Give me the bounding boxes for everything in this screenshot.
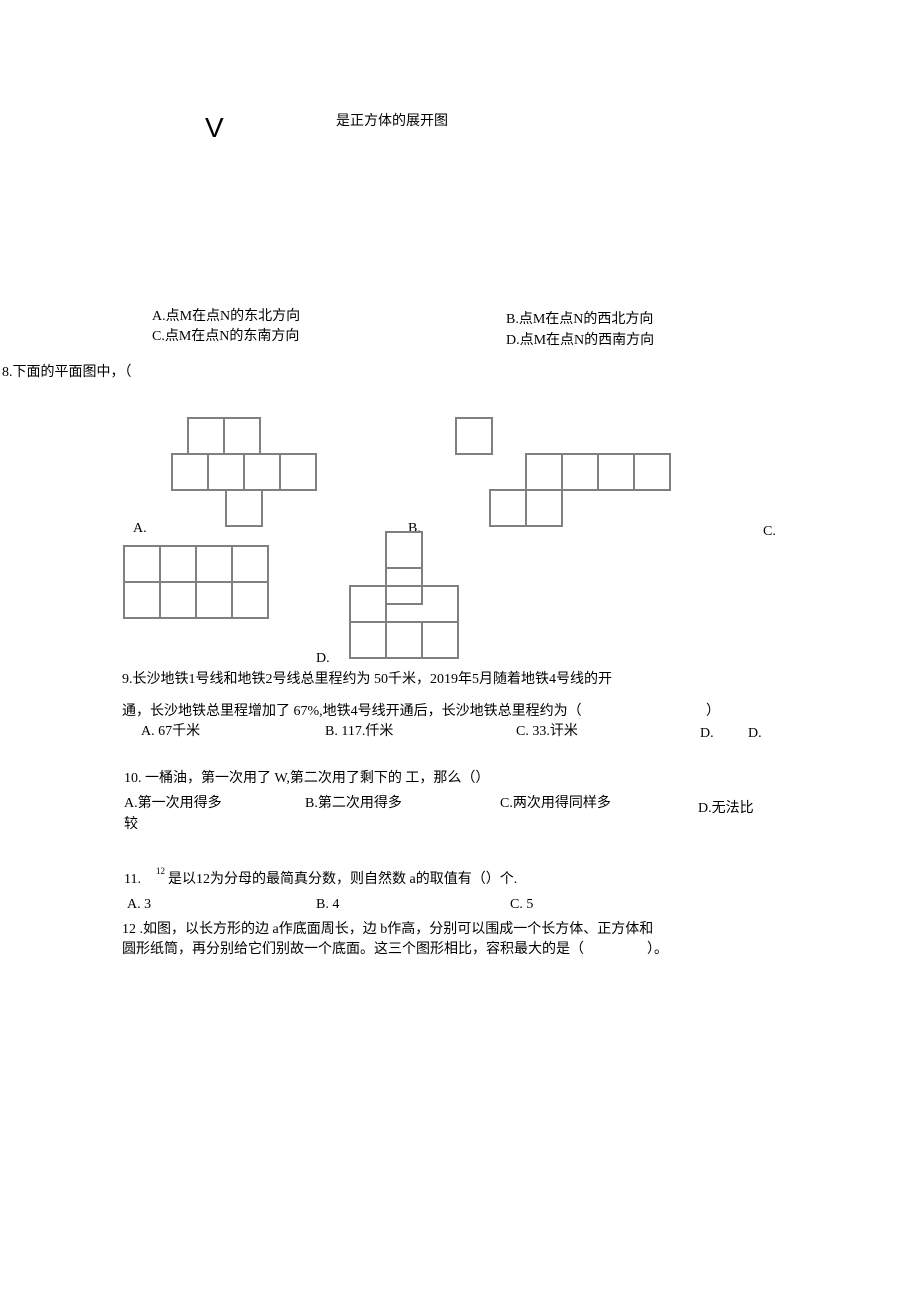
q9-option-d1: D. — [700, 724, 714, 744]
q11-stem: 是以12为分母的最简真分数，则自然数 a的取值有（）个. — [168, 870, 517, 890]
q7-option-c: C.点M在点N的东南方向 — [152, 327, 299, 347]
q12-line2: 圆形纸筒，再分别给它们别故一个底面。这三个图形相比，容积最大的是（ — [122, 940, 584, 960]
q12-paren: ）。 — [647, 940, 668, 960]
q10-option-d-line2: 较 — [124, 815, 138, 835]
q11-option-a: A. 3 — [127, 895, 151, 915]
q10-option-b: B.第二次用得多 — [305, 794, 402, 814]
q9-paren: ） — [706, 702, 720, 722]
shape-a — [170, 416, 330, 536]
q9-line2: 通，长沙地铁总里程增加了 67%,地铁4号线开通后，长沙地铁总里程约为（ — [122, 702, 582, 722]
q9-line1: 9.长沙地铁1号线和地铁2号线总里程约为 50千米，2019年5月随着地铁4号线… — [122, 670, 612, 690]
q7-option-b: B.点M在点N的西北方向 — [506, 310, 653, 330]
q11-sup: 12 — [156, 866, 165, 876]
cube-net-label: 是正方体的展开图 — [336, 112, 448, 132]
q12-line1: 12 .如图，以长方形的边 a作底面周长，边 b作高，分别可以围成一个长方体、正… — [122, 920, 653, 940]
q8-letter-c: C. — [763, 522, 776, 542]
q7-option-d: D.点M在点N的西南方向 — [506, 331, 654, 351]
q10-option-d: D.无法比 — [698, 799, 754, 819]
q8-letter-d: D. — [316, 649, 330, 669]
q10-option-c: C.两次用得同样多 — [500, 794, 611, 814]
q11-option-b: B. 4 — [316, 895, 339, 915]
shape-d — [348, 530, 478, 660]
shape-b — [448, 416, 678, 536]
shape-c — [122, 544, 292, 634]
q11-prefix: 11. — [124, 870, 141, 890]
q8-stem: 8.下面的平面图中，（ — [2, 363, 132, 383]
q9-option-b: B. 117.仟米 — [325, 722, 393, 742]
q10-stem: 10. 一桶油，第一次用了 W,第二次用了剩下的 工，那么（） — [124, 769, 489, 789]
q10-option-a: A.第一次用得多 — [124, 794, 222, 814]
q7-option-a: A.点M在点N的东北方向 — [152, 307, 300, 327]
q9-option-c: C. 33.讦米 — [516, 722, 578, 742]
q9-option-a: A. 67千米 — [141, 722, 200, 742]
letter-v: V — [205, 112, 224, 144]
q11-option-c: C. 5 — [510, 895, 533, 915]
q8-letter-a: A. — [133, 519, 147, 539]
q9-option-d2: D. — [748, 724, 762, 744]
